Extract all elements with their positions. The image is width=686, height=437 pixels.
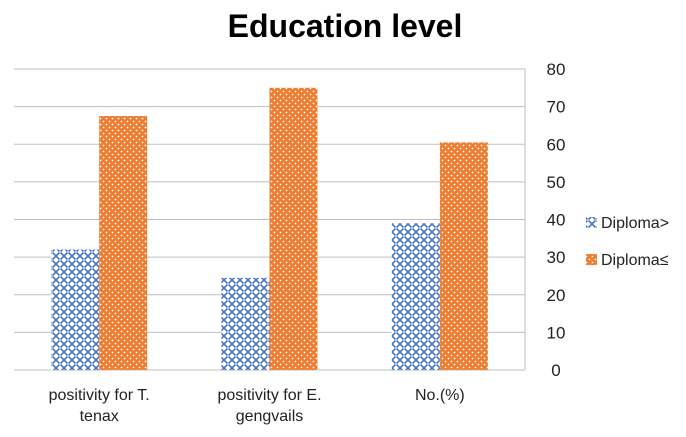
legend-label: Diploma>: [601, 215, 669, 232]
y-tick-label: 70: [547, 98, 566, 117]
y-tick-label: 0: [551, 361, 560, 380]
y-tick-label: 20: [547, 286, 566, 305]
legend-label: Diploma≤: [601, 252, 669, 269]
x-axis-labels: positivity for T. tenax positivity for E. g…: [49, 387, 465, 425]
bar-diploma-le: [269, 87, 318, 370]
y-tick-label: 50: [547, 173, 566, 192]
bar-diploma-le: [99, 116, 148, 370]
category-label: positivity for T. tenax: [49, 387, 150, 425]
y-tick-label: 40: [547, 211, 566, 230]
y-tick-label: 60: [547, 135, 566, 154]
legend-swatch: [586, 254, 597, 265]
bar-diploma-gt: [391, 223, 440, 370]
y-tick-label: 30: [547, 248, 566, 267]
y-tick-label: 80: [547, 60, 566, 79]
category-label: positivity for E. gengvails: [217, 387, 321, 425]
y-tick-label: 10: [547, 323, 566, 342]
chart-title: Education level: [228, 8, 463, 44]
legend: Diploma> Diploma≤: [586, 215, 669, 269]
y-axis-ticks: 0 10 20 30 40 50 60 70 80: [547, 60, 566, 380]
legend-swatch: [586, 217, 597, 228]
bar-diploma-gt: [51, 249, 100, 370]
bar-diploma-gt: [221, 277, 270, 370]
category-label: No.(%): [415, 387, 465, 404]
bar-diploma-le: [439, 142, 488, 370]
bars: [51, 87, 488, 370]
